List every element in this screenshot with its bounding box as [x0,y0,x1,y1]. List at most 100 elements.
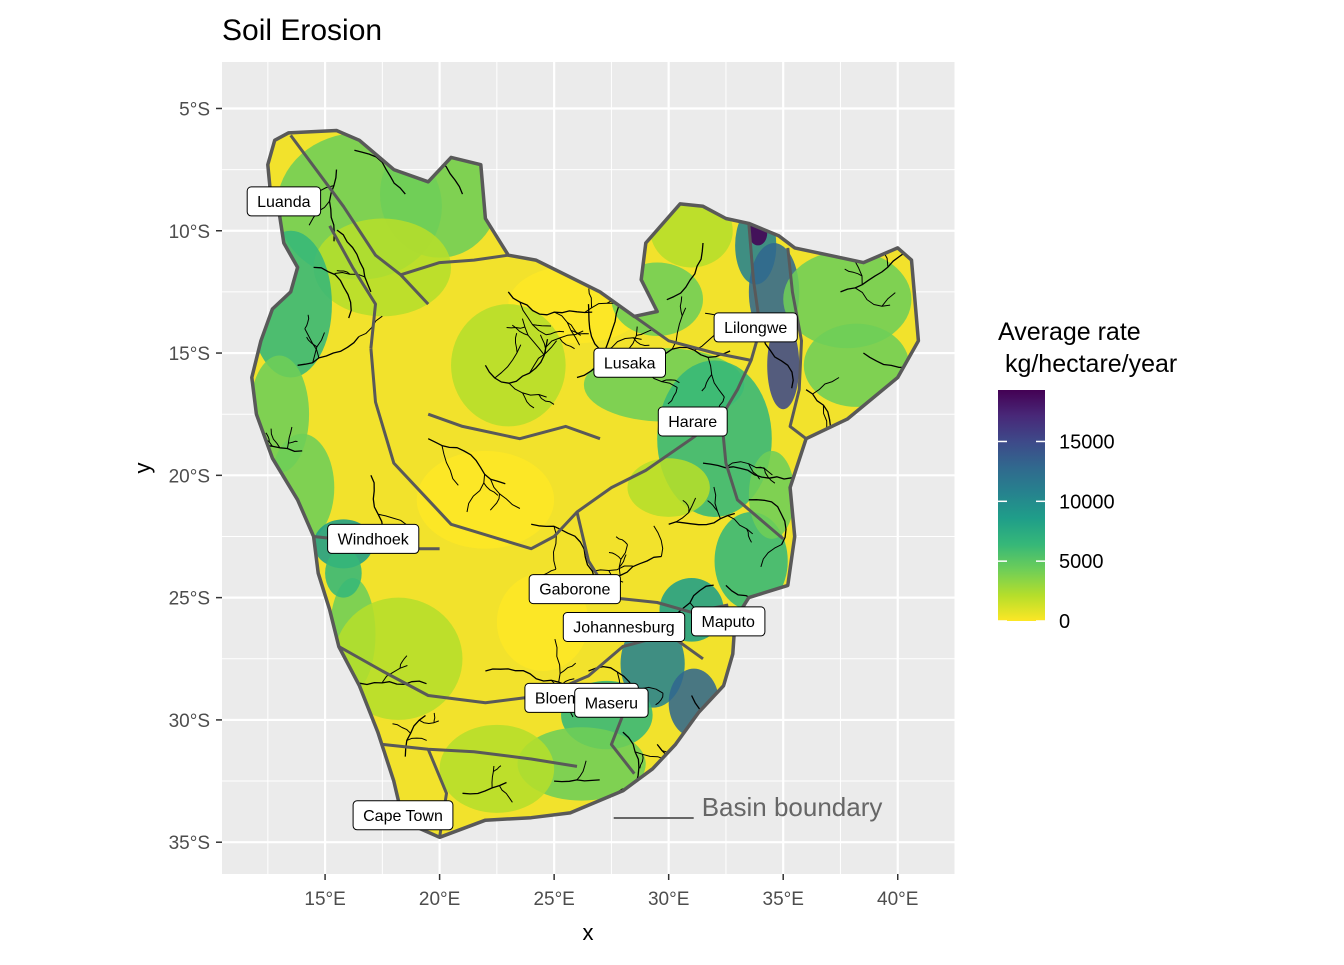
city-label-box [574,687,649,718]
city-label-maputo: Maputo [691,606,766,637]
river-line [667,387,678,405]
river-line [441,445,459,486]
y-axis: 5°S 10°S 15°S 20°S 25°S 30°S 35°S [169,99,222,854]
river-line [592,565,633,572]
city-label-windhoek: Windhoek [327,523,420,554]
river-line [666,242,704,301]
river-line [306,336,318,348]
basin-boundary-label: Basin boundary [702,792,883,822]
river-line [538,394,555,405]
basin-boundary-annotation: Basin boundary [613,792,883,822]
erosion-patch [325,548,362,598]
river-line [406,737,427,741]
city-name: Cape Town [363,808,443,825]
river-line [336,270,351,275]
x-tick-label: 20°E [419,889,460,910]
x-tick-label: 40°E [877,889,918,910]
river-line [265,432,270,442]
river-line [618,554,627,568]
river-line [466,474,486,513]
y-tick-label: 35°S [169,833,210,854]
river-line [493,765,502,772]
river-line [760,544,782,568]
city-name: Harare [668,414,717,431]
river-line [381,665,408,684]
river-line [653,525,664,557]
river-line [462,781,507,795]
river-line [668,512,735,526]
river-line [490,479,521,509]
river-line [418,719,439,724]
legend-label: 5000 [1059,551,1104,573]
river-line [521,318,545,356]
city-label-box [327,523,420,554]
basin-boundary [719,416,785,541]
legend-label: 15000 [1059,431,1115,453]
river-line [639,754,644,769]
river-line [679,296,683,316]
river-line [529,340,557,374]
legend-title-line1: Average rate [998,318,1141,346]
river-line [661,379,680,384]
city-name: Windhoek [338,531,410,548]
river-line [336,229,372,293]
city-name: Maseru [585,695,638,712]
city-label-box [528,574,621,605]
river-line [522,392,535,409]
river-line [634,751,666,760]
city-label-box [713,312,798,343]
city-name: Luanda [257,194,310,211]
erosion-patch [627,458,710,517]
y-tick-label: 25°S [169,589,210,610]
river-line [433,712,436,723]
river-line [506,326,526,329]
city-label-box [691,606,766,637]
city-name: Maputo [702,614,755,631]
basin-boundary [382,742,578,768]
river-line [576,297,622,379]
x-axis: 15°E 20°E 25°E 30°E 35°E 40°E [304,874,918,910]
river-line [286,426,293,449]
river-line [377,513,408,526]
river-line [399,655,408,669]
river-line [312,332,325,363]
river-line [545,330,584,348]
basin-boundary [289,134,430,306]
basin-boundary [633,315,752,362]
river-line [304,314,310,329]
city-label-maseru: Maseru [574,687,649,718]
legend-ticks: 0 5000 10000 15000 [998,431,1115,633]
basin-boundary [720,223,762,418]
river-line [427,438,506,485]
river-line [494,344,522,379]
x-tick-label: 15°E [304,889,345,910]
river-line [554,638,561,683]
y-axis-title: y [130,463,155,474]
city-label-box [562,612,686,642]
river-line [334,272,365,278]
river-line [531,523,596,580]
city-name: Lilongwe [724,320,787,337]
map-title: Soil Erosion [222,14,382,47]
x-axis-title: x [583,920,594,945]
river-line [491,765,495,788]
basin-boundary [786,247,808,440]
city-label-box [657,406,728,437]
erosion-patch [334,597,463,720]
river-line [404,714,426,757]
river-line [608,552,622,560]
river-line [554,311,581,346]
river-line [270,428,281,449]
river-line [297,336,360,366]
city-label-luanda: Luanda [246,186,322,217]
river-line [354,149,406,195]
river-line [512,324,529,336]
river-line [545,330,565,336]
city-label-box [352,800,454,831]
river-line [515,332,518,353]
erosion-patch [767,321,800,410]
y-tick-label: 5°S [179,99,210,120]
y-tick-label: 15°S [169,344,210,365]
river-line [618,544,628,576]
